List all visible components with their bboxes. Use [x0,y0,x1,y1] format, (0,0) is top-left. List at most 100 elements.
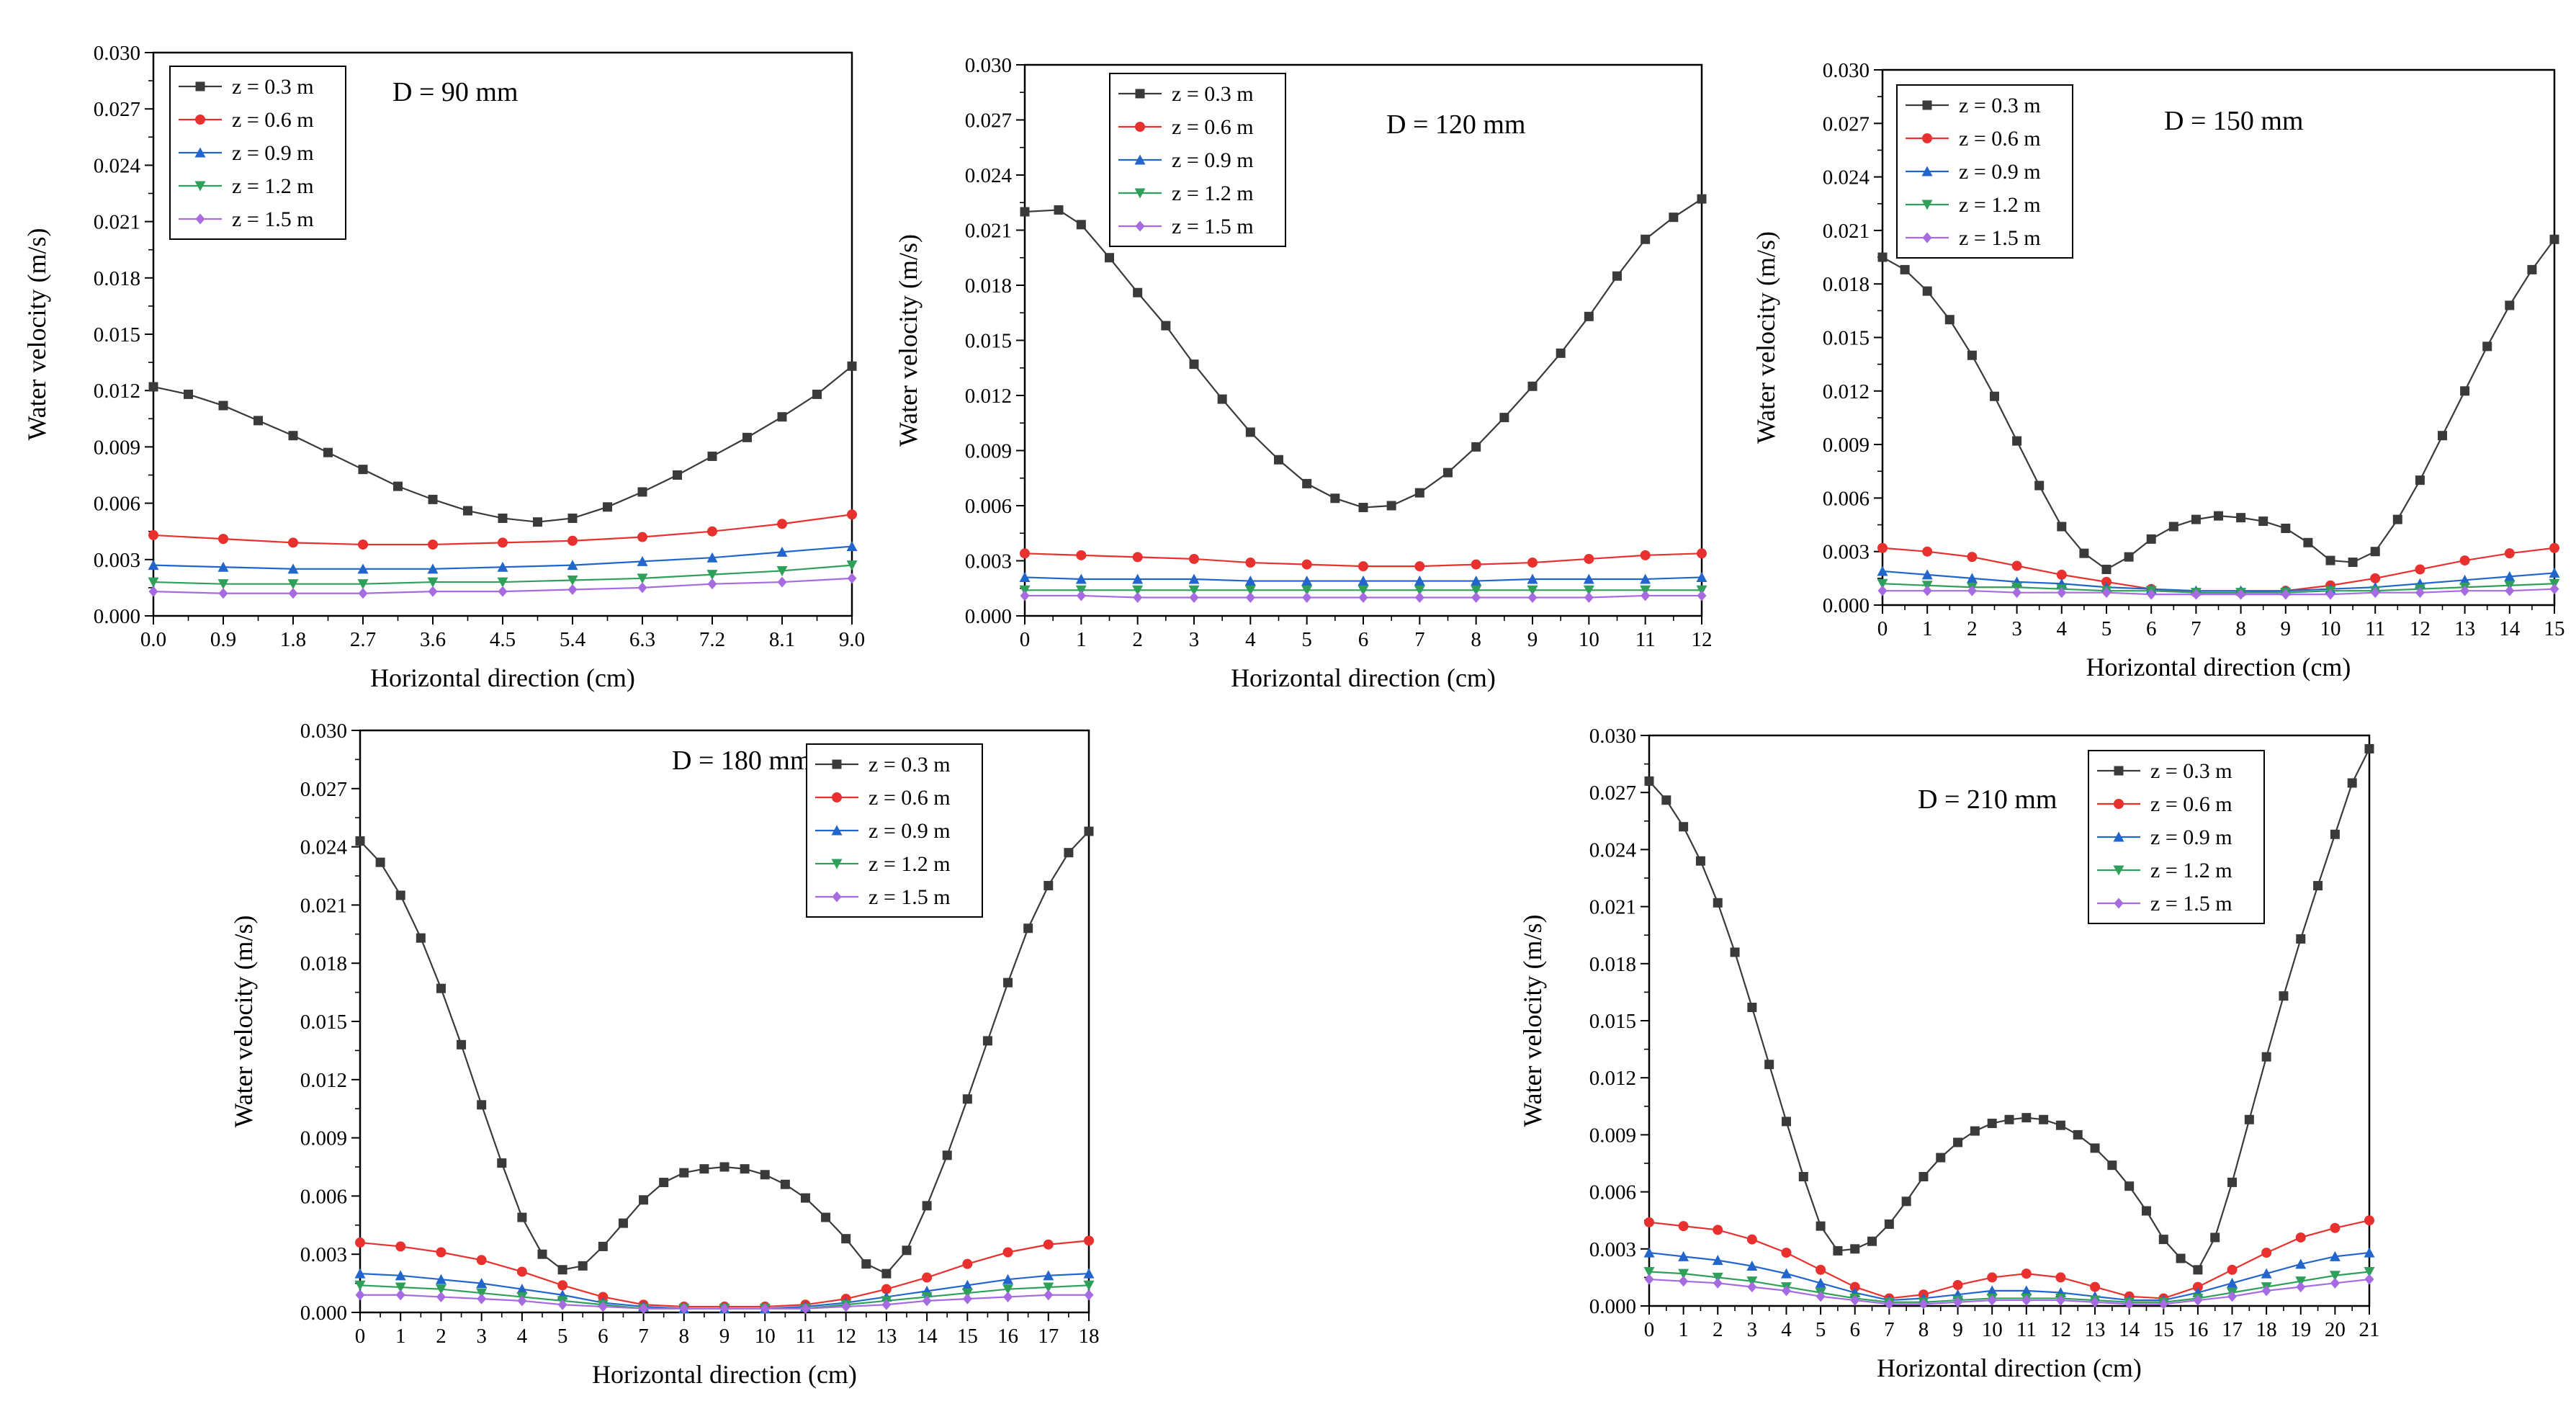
y-tick-label: 0.021 [1589,896,1636,919]
data-point [1730,947,1740,957]
data-point [707,451,717,461]
data-point [2330,829,2340,839]
data-point [1679,822,1689,832]
y-tick-label: 0.009 [1823,434,1870,457]
data-point [841,1234,851,1244]
data-point [719,1303,730,1315]
x-axis-label: Horizontal direction (cm) [2086,653,2351,681]
data-point [618,1218,628,1228]
data-point [2012,436,2022,446]
data-point [1414,561,1425,572]
data-point [1697,548,1707,559]
y-tick-label: 0.006 [965,495,1012,518]
data-point [1245,427,1255,437]
data-point [217,561,229,572]
data-point [846,560,858,571]
data-point [637,555,648,566]
legend-label: z = 0.9 m [2150,825,2232,849]
data-point [2158,1235,2168,1245]
data-point [1020,207,1030,217]
data-point [435,1284,446,1295]
x-tick-label: 7 [638,1325,649,1348]
legend-marker [1135,220,1145,232]
data-point [578,1261,588,1271]
data-point [2459,574,2471,585]
data-point [2055,1272,2066,1283]
data-point [557,1280,568,1291]
data-point [1877,542,1888,553]
data-point [706,570,718,581]
data-point [1850,1294,1860,1306]
x-tick-label: 2 [1132,628,1143,651]
data-point [673,470,682,480]
data-point [567,513,578,523]
data-point [436,1247,446,1258]
x-tick-label: 12 [1692,628,1713,651]
data-point [395,1289,405,1301]
x-tick-label: 13 [2454,617,2475,640]
data-point [1414,592,1424,603]
y-tick-label: 0.030 [1823,59,1870,82]
y-axis-label: Water velocity (m/s) [229,916,258,1128]
data-point [436,983,446,993]
x-tick-label: 8 [1918,1318,1929,1341]
legend-marker [2113,865,2124,876]
y-axis-label: Water velocity (m/s) [22,228,51,441]
data-point [777,519,787,529]
data-point [598,1292,609,1302]
data-point [2057,522,2067,532]
data-point [2244,1114,2254,1124]
x-tick-label: 6 [1849,1318,1860,1341]
x-tick-label: 12 [2050,1318,2071,1341]
x-tick-label: 17 [1038,1325,1059,1348]
data-point [1301,576,1313,586]
x-tick-label: 14 [917,1325,938,1348]
series-1 [1020,194,1707,513]
legend-label: z = 1.5 m [1172,215,1254,238]
y-tick-label: 0.012 [1589,1067,1636,1090]
legend-marker [195,115,205,125]
data-point [1877,565,1888,576]
legend-marker [195,81,205,91]
data-point [2370,587,2380,599]
x-tick-label: 1.8 [280,628,306,651]
y-tick-label: 0.024 [300,836,348,859]
x-tick-label: 11 [795,1325,815,1348]
data-point [357,579,369,590]
data-point [1746,1234,1757,1245]
data-point [1105,253,1114,263]
data-point [533,517,542,527]
legend-label: z = 0.3 m [1172,82,1254,106]
legend-marker [1921,200,1933,210]
data-point [1161,321,1171,331]
legend-marker [832,891,842,903]
legend-label: z = 0.9 m [232,141,314,165]
data-point [1527,585,1538,596]
data-point [567,535,578,546]
data-point [881,1284,892,1294]
y-tick-label: 0.021 [94,211,140,234]
y-tick-label: 0.000 [1823,594,1870,617]
series-5 [355,1289,1094,1315]
data-point [777,412,787,422]
data-point [288,588,298,599]
data-point [1987,1272,1998,1283]
data-point [1357,585,1369,596]
data-point [881,1299,892,1310]
data-point [2191,589,2201,600]
data-point [1798,1171,1808,1181]
data-point [2021,1294,2032,1306]
data-point [358,588,368,599]
data-point [1044,880,1054,890]
data-point [1443,467,1453,478]
data-point [1556,348,1566,358]
data-point [1900,264,1910,274]
x-tick-label: 14 [2499,617,2521,640]
legend: z = 0.3 m z = 0.6 m z = 0.9 m z = 1.2 m z = … [1896,84,2073,259]
legend-label: z = 1.2 m [2150,859,2232,882]
data-point [2549,542,2559,553]
x-tick-label: 1 [1076,628,1087,651]
data-point [942,1150,952,1160]
y-tick-label: 0.024 [1823,166,1870,189]
legend-label: z = 0.6 m [2150,792,2232,816]
